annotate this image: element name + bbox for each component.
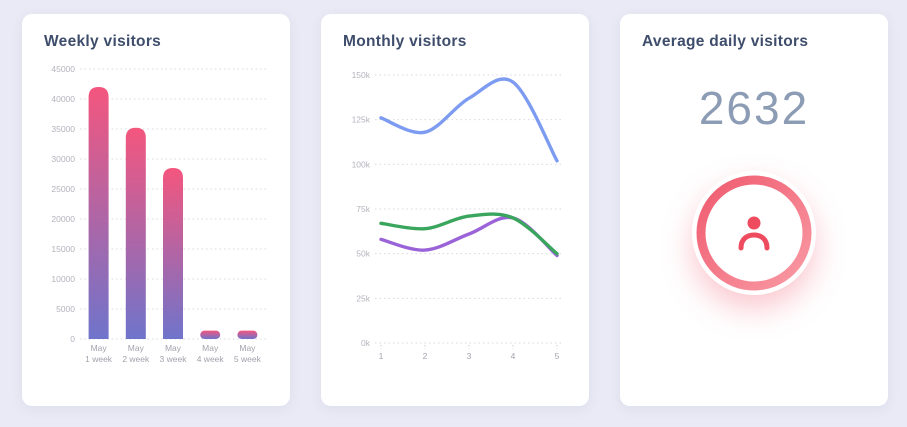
- svg-text:25k: 25k: [356, 293, 370, 303]
- svg-text:May: May: [128, 343, 145, 353]
- svg-text:35000: 35000: [51, 124, 75, 134]
- svg-text:0k: 0k: [361, 338, 371, 348]
- svg-text:4: 4: [511, 351, 516, 361]
- svg-text:2 week: 2 week: [122, 354, 150, 364]
- svg-text:May: May: [239, 343, 256, 353]
- svg-text:5 week: 5 week: [234, 354, 262, 364]
- visitor-ring: [696, 175, 812, 291]
- average-daily-visitors-value: 2632: [698, 82, 810, 134]
- svg-text:3 week: 3 week: [160, 354, 188, 364]
- weekly-visitors-title: Weekly visitors: [44, 33, 162, 50]
- visitor-badge: [692, 171, 816, 295]
- average-daily-visitors-card: Average daily visitors 2632: [620, 14, 888, 406]
- svg-text:May: May: [165, 343, 182, 353]
- monthly-visitors-card: Monthly visitors 0k 25k 50k 75k 100k 125k 150k…: [321, 14, 589, 406]
- monthly-visitors-line-chart: 0k 25k 50k 75k 100k 125k 150k 1 2 3 4 5: [352, 70, 563, 361]
- svg-text:25000: 25000: [51, 184, 75, 194]
- svg-text:125k: 125k: [352, 115, 371, 125]
- svg-text:3: 3: [467, 351, 472, 361]
- svg-text:1: 1: [379, 351, 384, 361]
- svg-text:15000: 15000: [51, 244, 75, 254]
- bar: [200, 330, 221, 339]
- svg-text:2: 2: [423, 351, 428, 361]
- svg-text:100k: 100k: [352, 159, 371, 169]
- svg-text:150k: 150k: [352, 70, 371, 80]
- purple-series-line: [379, 215, 559, 258]
- bar: [237, 330, 258, 339]
- svg-text:50k: 50k: [356, 249, 370, 259]
- person-icon: [738, 216, 770, 251]
- svg-text:20000: 20000: [51, 214, 75, 224]
- bar: [125, 127, 146, 339]
- svg-text:40000: 40000: [51, 94, 75, 104]
- average-daily-visitors-title: Average daily visitors: [642, 33, 809, 50]
- svg-text:5000: 5000: [56, 304, 75, 314]
- weekly-visitors-card: Weekly visitors 0 5000 10000 15000 20000 2500…: [22, 14, 290, 406]
- weekly-visitors-bar-chart: 0 5000 10000 15000 20000 25000 30000 35000 40000…: [51, 64, 266, 364]
- bar: [88, 87, 109, 339]
- ring-circle: [696, 175, 812, 291]
- svg-text:45000: 45000: [51, 64, 75, 74]
- svg-text:0: 0: [70, 334, 75, 344]
- svg-text:10000: 10000: [51, 274, 75, 284]
- monthly-visitors-title: Monthly visitors: [343, 33, 467, 50]
- bar: [163, 168, 183, 339]
- svg-text:May: May: [91, 343, 108, 353]
- blue-series-line: [379, 77, 559, 163]
- svg-text:4 week: 4 week: [197, 354, 225, 364]
- svg-text:75k: 75k: [356, 204, 370, 214]
- green-series-line: [379, 212, 559, 256]
- svg-text:1 week: 1 week: [85, 354, 113, 364]
- svg-text:5: 5: [555, 351, 560, 361]
- svg-text:May: May: [202, 343, 219, 353]
- svg-text:30000: 30000: [51, 154, 75, 164]
